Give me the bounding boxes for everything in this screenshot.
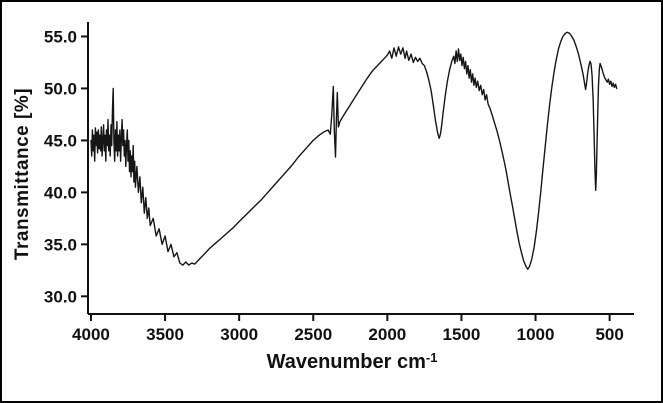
- x-tick-label: 1500: [443, 325, 481, 344]
- x-tick-label: 3500: [146, 325, 184, 344]
- x-axis-title-text: Wavenumber cm: [266, 351, 426, 373]
- y-tick-label: 30.0: [44, 287, 77, 306]
- spectrum-plot-canvas: 4000 3500 3000 2500 2000 1500 1000 500 55.0 50.0 4…: [44, 22, 634, 344]
- y-tick-label: 55.0: [44, 27, 77, 46]
- x-tick-label: 1000: [517, 325, 555, 344]
- x-tick-label: 2000: [368, 325, 406, 344]
- x-tick-label: 3000: [220, 325, 258, 344]
- x-tick-label: 2500: [294, 325, 332, 344]
- y-tick-label: 45.0: [44, 131, 77, 150]
- x-tick-label: 500: [595, 325, 623, 344]
- spectrum-trace: [90, 31, 618, 270]
- x-axis-title: Wavenumber cm-1: [92, 350, 612, 374]
- y-tick-label: 50.0: [44, 79, 77, 98]
- x-axis-title-superscript: -1: [425, 350, 438, 365]
- y-tick-label: 40.0: [44, 183, 77, 202]
- x-tick-label: 4000: [72, 325, 110, 344]
- y-tick-label: 35.0: [44, 235, 77, 254]
